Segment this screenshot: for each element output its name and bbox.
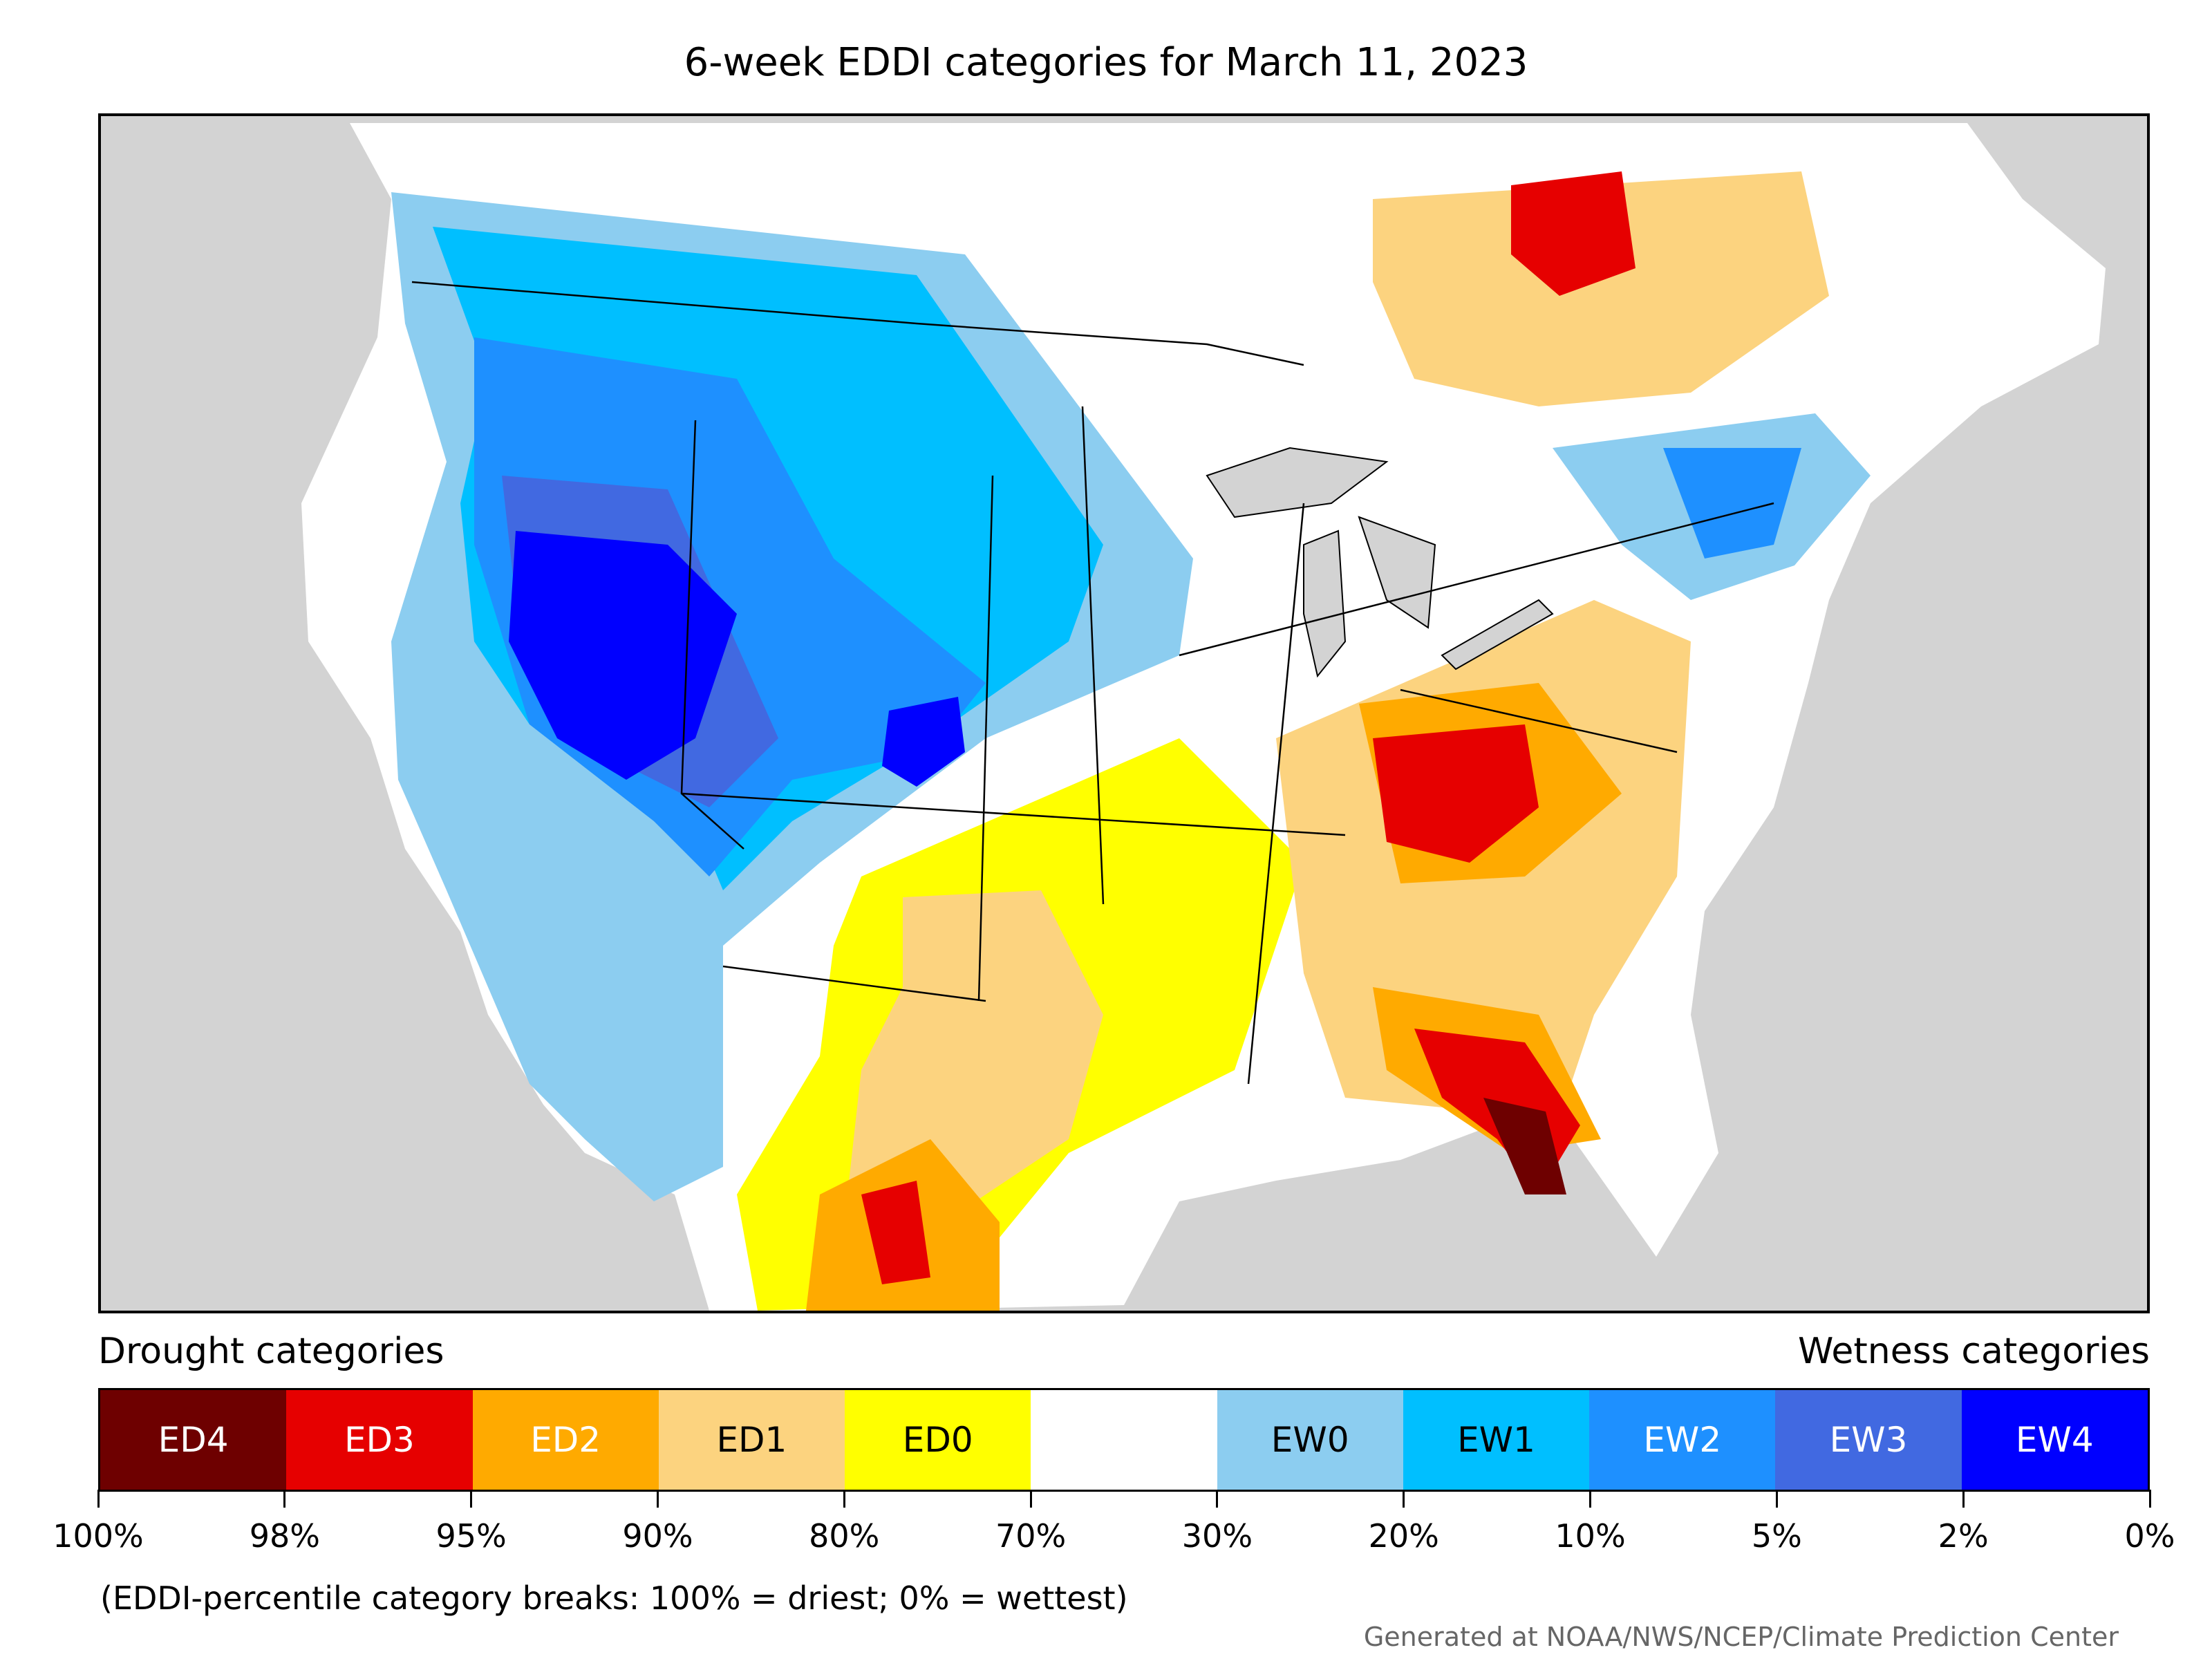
- colorbar-ticks: [97, 1490, 2151, 1510]
- colorbar-tick-label: 100%: [53, 1517, 144, 1555]
- colorbar-tick: [1029, 1490, 1032, 1508]
- eddi-map-canvas: [301, 123, 2106, 1311]
- colorbar-tick: [2148, 1490, 2151, 1508]
- colorbar-tick-label: 0%: [2124, 1517, 2175, 1555]
- lake-superior: [1206, 447, 1389, 518]
- drought-categories-heading: Drought categories: [98, 1331, 444, 1372]
- us-mexico-border-west: [722, 965, 986, 1002]
- wetness-categories-heading: Wetness categories: [1798, 1331, 2150, 1372]
- colorbar-tick-label: 90%: [622, 1517, 693, 1555]
- colorbar-tick-label: 5%: [1751, 1517, 1802, 1555]
- colorbar-tick: [656, 1490, 659, 1508]
- colorbar-tick-label: 95%: [435, 1517, 507, 1555]
- colorbar-tick: [470, 1490, 473, 1508]
- colorbar-tick-label: 2%: [1938, 1517, 1989, 1555]
- legend-cell-ew3: EW3: [1775, 1390, 1962, 1490]
- state-line-ohio: [1400, 688, 1678, 753]
- dry-region-ed3-quebec: [1511, 171, 1635, 296]
- colorbar-tick: [97, 1490, 100, 1508]
- colorbar-tick: [1403, 1490, 1405, 1508]
- legend-cell-ew2: EW2: [1589, 1390, 1776, 1490]
- legend-cell-ed3: ED3: [286, 1390, 473, 1490]
- wet-region-ew2-northeast: [1663, 448, 1801, 559]
- dry-region-ed1-south: [847, 890, 1103, 1222]
- colorbar-tick-label: 10%: [1555, 1517, 1626, 1555]
- colorbar-tick: [1775, 1490, 1778, 1508]
- wet-region-ew4-west: [509, 531, 737, 780]
- dry-region-ed1-quebec: [1373, 171, 1829, 406]
- legend-cell-ew4: EW4: [1961, 1390, 2148, 1490]
- legend-cell-ed2: ED2: [472, 1390, 659, 1490]
- legend-cell-ed4: ED4: [100, 1390, 287, 1490]
- colorbar-tick-label: 70%: [995, 1517, 1067, 1555]
- lake-michigan: [1303, 529, 1347, 678]
- lake-huron: [1358, 516, 1436, 629]
- dry-region-ed3-texas: [861, 1181, 930, 1284]
- legend-cell-ed1: ED1: [658, 1390, 845, 1490]
- category-colorbar: ED4 ED3 ED2 ED1 ED0 EW0 EW1 EW2 EW3 EW4: [98, 1388, 2150, 1492]
- colorbar-tick-label: 30%: [1181, 1517, 1253, 1555]
- state-line-rockies: [977, 475, 994, 1002]
- category-breaks-note: (EDDI-percentile category breaks: 100% =…: [100, 1580, 1128, 1617]
- boundary-lines: [411, 281, 1774, 1085]
- wet-region-ew4-colorado: [882, 697, 965, 787]
- colorbar-tick: [1216, 1490, 1219, 1508]
- dry-region-ed4-florida: [1483, 1098, 1566, 1194]
- state-line-plains: [1081, 406, 1105, 905]
- colorbar-tick: [1589, 1490, 1592, 1508]
- colorbar-tick: [283, 1490, 286, 1508]
- colorbar-tick-label: 20%: [1368, 1517, 1439, 1555]
- dry-region-ed3-ohio-valley: [1373, 724, 1539, 863]
- colorbar-tick-label: 98%: [249, 1517, 320, 1555]
- credit-line: Generated at NOAA/NWS/NCEP/Climate Predi…: [1363, 1622, 2119, 1652]
- legend-cell-ed0: ED0: [845, 1390, 1031, 1490]
- us-canada-border: [411, 281, 1304, 366]
- colorbar-tick-label: 80%: [809, 1517, 880, 1555]
- legend-cell-ew0: EW0: [1217, 1390, 1403, 1490]
- colorbar-tick: [843, 1490, 845, 1508]
- map-title: 6-week EDDI categories for March 11, 202…: [684, 40, 1528, 85]
- colorbar-tick: [1962, 1490, 1965, 1508]
- state-line-mississippi: [1247, 503, 1305, 1085]
- eddi-map: [98, 113, 2150, 1313]
- legend-cell-normal: [1031, 1390, 1217, 1490]
- lake-erie: [1441, 599, 1554, 671]
- legend-cell-ew1: EW1: [1403, 1390, 1590, 1490]
- state-line-central: [681, 792, 1346, 836]
- state-line-northeast: [1179, 502, 1774, 657]
